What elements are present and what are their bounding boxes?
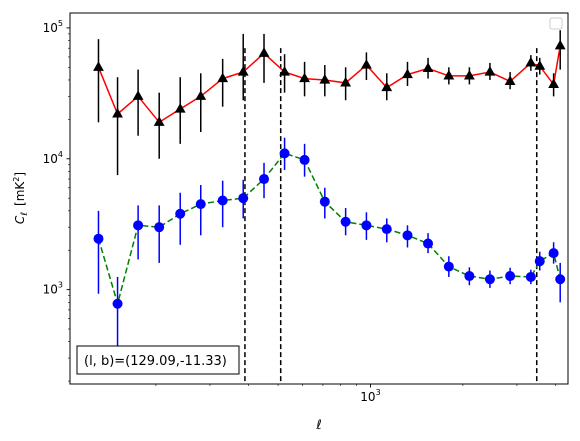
data-point-triangle bbox=[463, 69, 475, 80]
data-point-triangle bbox=[174, 103, 186, 113]
data-point-circle bbox=[381, 224, 392, 235]
data-point-triangle bbox=[132, 90, 144, 100]
data-point-circle bbox=[93, 233, 104, 244]
data-point-triangle bbox=[237, 66, 249, 76]
data-point-triangle bbox=[112, 107, 123, 118]
data-point-circle bbox=[402, 230, 413, 241]
data-point-triangle bbox=[195, 90, 207, 100]
y-axis: 103 104 105 bbox=[43, 19, 70, 382]
data-point-triangle bbox=[402, 68, 413, 79]
data-point-triangle bbox=[525, 56, 537, 67]
plot-frame bbox=[69, 12, 569, 385]
y-tick-label: 104 bbox=[43, 150, 63, 166]
data-point-circle bbox=[525, 271, 536, 282]
data-point-circle bbox=[195, 199, 206, 210]
data-point-circle bbox=[505, 271, 516, 282]
data-point-circle bbox=[175, 208, 186, 219]
y-tick-label: 103 bbox=[43, 281, 63, 297]
annotation-text: (l, b)=(129.09,-11.33) bbox=[84, 354, 227, 369]
data-point-circle bbox=[464, 271, 475, 282]
data-point-circle bbox=[484, 274, 495, 285]
data-point-triangle bbox=[484, 66, 496, 76]
data-point-circle bbox=[555, 274, 566, 285]
data-point-circle bbox=[340, 216, 351, 227]
data-point-triangle bbox=[534, 60, 546, 70]
data-point-circle bbox=[259, 174, 270, 185]
data-point-circle bbox=[423, 238, 434, 249]
data-point-triangle bbox=[548, 78, 560, 89]
data-point-triangle bbox=[361, 59, 372, 69]
data-point-circle bbox=[319, 196, 330, 207]
annotation-box: (l, b)=(129.09,-11.33) bbox=[76, 345, 240, 375]
data-point-circle bbox=[133, 220, 144, 231]
data-point-triangle bbox=[381, 81, 393, 92]
data-point-triangle bbox=[258, 47, 270, 57]
data-point-circle bbox=[534, 256, 545, 267]
data-point-circle bbox=[154, 222, 165, 233]
data-point-circle bbox=[443, 261, 454, 272]
y-axis-label: Cℓ[mK2] bbox=[12, 172, 30, 224]
data-point-triangle bbox=[279, 66, 290, 76]
data-point-triangle bbox=[340, 76, 352, 87]
legend-box bbox=[549, 17, 563, 30]
x-tick-label: 103 bbox=[360, 388, 380, 404]
plot-area bbox=[93, 30, 566, 384]
x-axis-label: ℓ bbox=[315, 418, 321, 433]
data-point-triangle bbox=[153, 116, 165, 126]
data-point-circle bbox=[361, 220, 372, 231]
data-point-circle bbox=[238, 193, 249, 204]
data-point-triangle bbox=[554, 39, 566, 50]
data-point-circle bbox=[112, 298, 123, 309]
data-point-triangle bbox=[217, 72, 229, 83]
data-point-circle bbox=[299, 154, 310, 165]
data-point-triangle bbox=[319, 73, 331, 84]
data-point-triangle bbox=[443, 69, 455, 80]
x-axis: 103 bbox=[155, 384, 556, 404]
data-point-circle bbox=[548, 248, 559, 259]
data-point-triangle bbox=[422, 62, 434, 73]
data-point-circle bbox=[279, 148, 290, 159]
series-line bbox=[97, 45, 561, 124]
data-point-circle bbox=[217, 195, 228, 206]
data-point-triangle bbox=[299, 72, 310, 83]
data-point-triangle bbox=[504, 75, 516, 86]
y-tick-label: 105 bbox=[43, 19, 63, 35]
data-point-triangle bbox=[93, 61, 104, 71]
